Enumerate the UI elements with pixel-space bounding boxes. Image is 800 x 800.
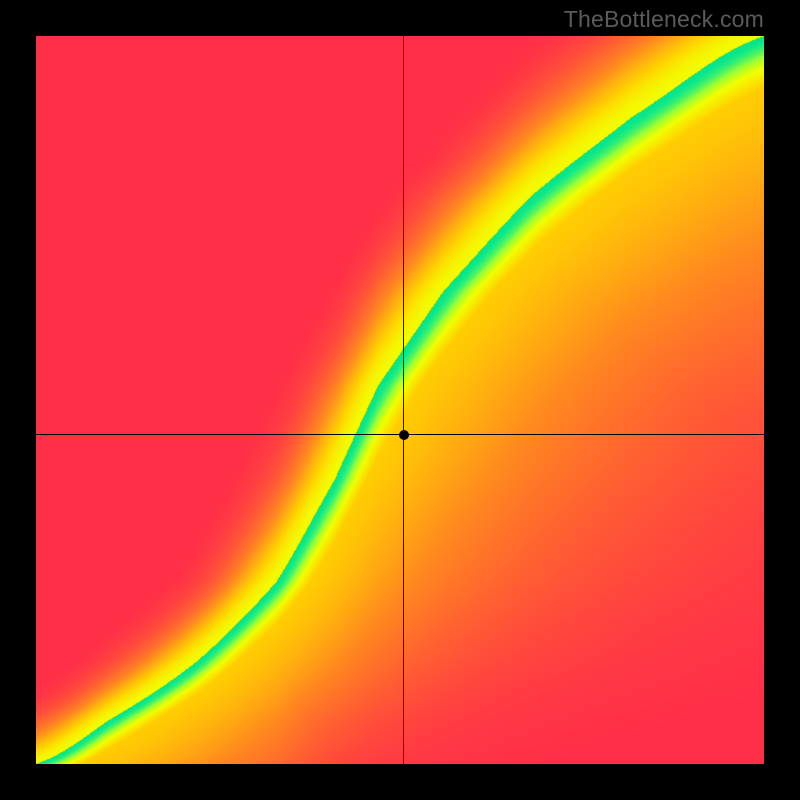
chart-container: TheBottleneck.com xyxy=(0,0,800,800)
selection-marker xyxy=(399,430,409,440)
crosshair-vertical xyxy=(403,36,404,764)
watermark-text: TheBottleneck.com xyxy=(564,6,764,33)
bottleneck-heatmap xyxy=(36,36,764,764)
